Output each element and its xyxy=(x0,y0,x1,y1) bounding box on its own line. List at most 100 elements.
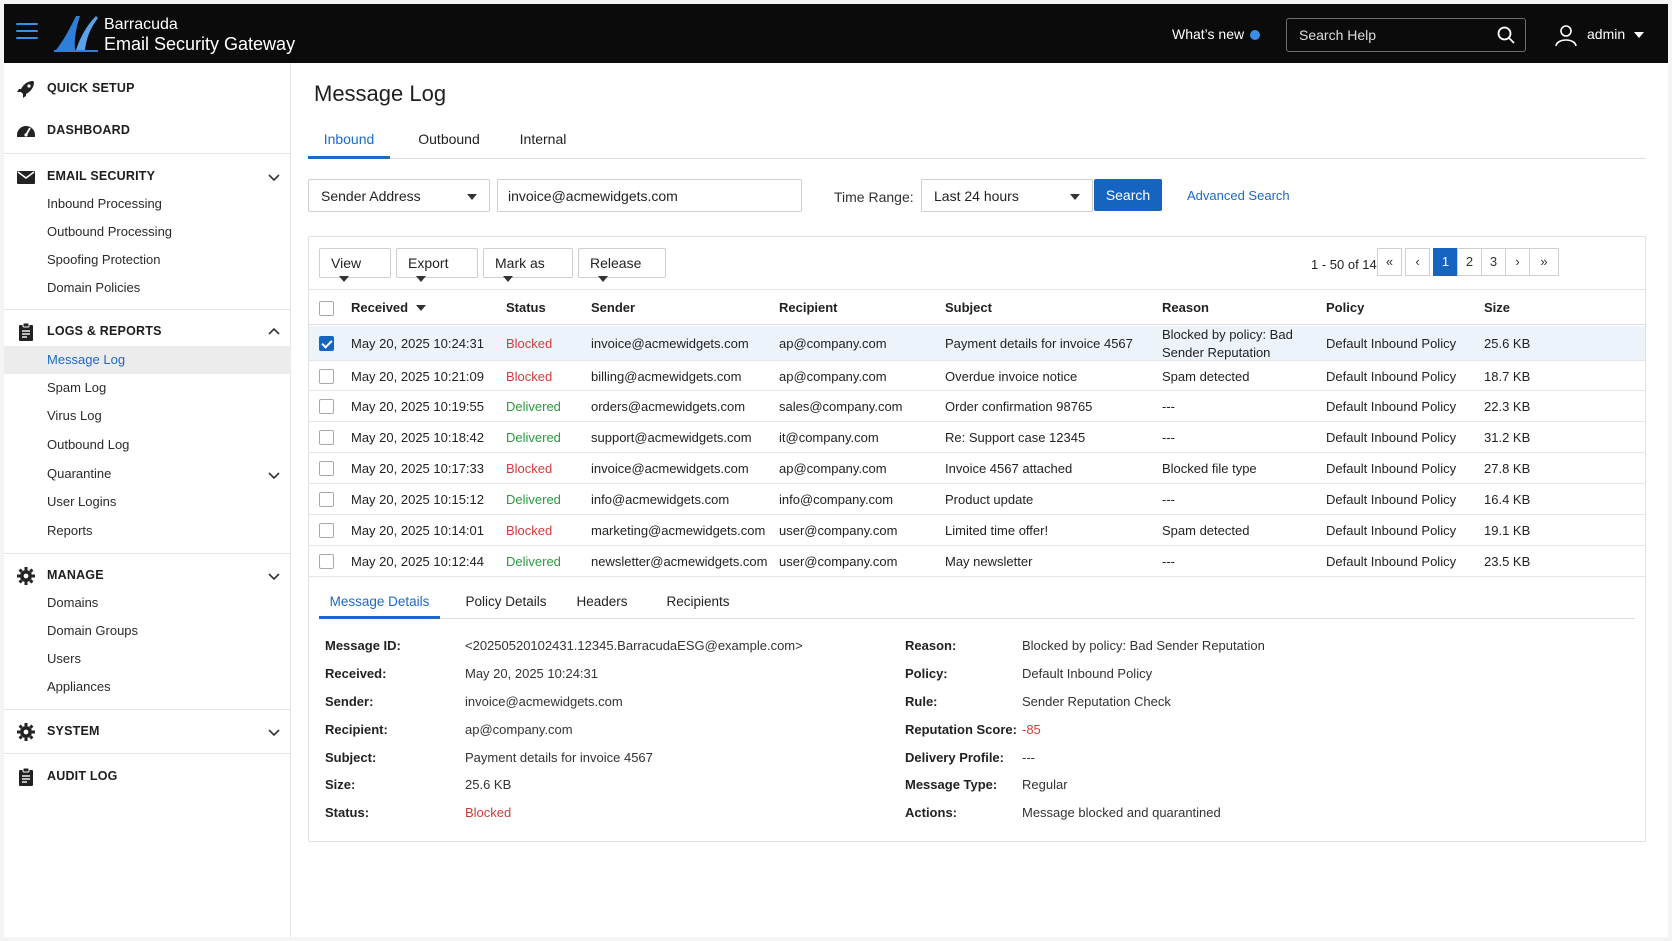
nav-message-log[interactable]: Message Log xyxy=(4,346,291,374)
nav-email-security[interactable]: EMAIL SECURITY xyxy=(4,161,291,191)
nav-system[interactable]: SYSTEM xyxy=(4,716,291,746)
nav-manage[interactable]: MANAGE xyxy=(4,560,291,590)
nav-user-logins[interactable]: User Logins xyxy=(4,488,291,516)
nav-domains[interactable]: Domains xyxy=(4,589,291,617)
nav-appliances[interactable]: Appliances xyxy=(4,673,291,701)
row-checkbox[interactable] xyxy=(319,399,334,414)
nav-outbound-log[interactable]: Outbound Log xyxy=(4,431,291,459)
col-subject[interactable]: Subject xyxy=(945,300,992,315)
mark-as-button[interactable]: Mark as xyxy=(483,248,573,282)
nav-inbound-processing[interactable]: Inbound Processing xyxy=(4,190,291,218)
tab-headers[interactable]: Headers xyxy=(576,594,628,609)
search-field-select[interactable]: Sender Address xyxy=(308,179,490,212)
select-all-checkbox[interactable] xyxy=(319,301,334,316)
table-row[interactable]: May 20, 2025 10:21:09 Blocked billing@acme… xyxy=(309,361,1645,391)
caret-down-icon xyxy=(339,276,349,282)
nav-quarantine[interactable]: Quarantine xyxy=(4,460,291,488)
advanced-search-link[interactable]: Advanced Search xyxy=(1187,188,1290,203)
user-menu[interactable]: admin xyxy=(1587,26,1626,42)
chevron-down-icon[interactable] xyxy=(268,726,280,738)
user-icon[interactable] xyxy=(1554,23,1578,47)
col-recipient[interactable]: Recipient xyxy=(779,300,838,315)
nav-logs-reports[interactable]: LOGS & REPORTS xyxy=(4,316,291,346)
nav-users[interactable]: Users xyxy=(4,645,291,673)
nav-audit-log[interactable]: AUDIT LOG xyxy=(4,761,291,791)
row-checkbox[interactable] xyxy=(319,523,334,538)
top-bar: Barracuda Email Security Gateway What’s … xyxy=(4,4,1668,63)
search-icon[interactable] xyxy=(1497,26,1515,44)
button-label: View xyxy=(331,255,362,271)
nav-domain-policies[interactable]: Domain Policies xyxy=(4,274,291,302)
col-status[interactable]: Status xyxy=(506,300,546,315)
cell-status: Delivered xyxy=(506,554,561,569)
chevron-down-icon[interactable] xyxy=(268,171,280,183)
detail-key: Received: xyxy=(325,666,387,681)
last-page-button[interactable]: » xyxy=(1529,248,1559,276)
table-row[interactable]: May 20, 2025 10:12:44 Delivered newsletter… xyxy=(309,546,1645,577)
row-checkbox[interactable] xyxy=(319,554,334,569)
row-checkbox[interactable] xyxy=(319,492,334,507)
whats-new-link[interactable]: What’s new xyxy=(1172,26,1261,42)
release-button[interactable]: Release xyxy=(578,248,666,282)
page-2-button[interactable]: 2 xyxy=(1457,248,1482,276)
row-checkbox[interactable] xyxy=(319,368,334,384)
tab-message-details[interactable]: Message Details xyxy=(319,585,440,619)
tab-internal[interactable]: Internal xyxy=(519,131,567,147)
table-row[interactable]: May 20, 2025 10:18:42 Delivered support@ac… xyxy=(309,422,1645,453)
cell-subject: Invoice 4567 attached xyxy=(945,461,1073,476)
divider xyxy=(4,753,291,754)
cell-size: 31.2 KB xyxy=(1484,430,1531,445)
tab-policy-details[interactable]: Policy Details xyxy=(465,594,547,609)
table-row[interactable]: May 20, 2025 10:15:12 Delivered info@acmew… xyxy=(309,484,1645,515)
chevron-down-icon[interactable] xyxy=(268,570,280,582)
page-3-button[interactable]: 3 xyxy=(1481,248,1506,276)
caret-down-icon[interactable] xyxy=(1634,32,1644,38)
export-button[interactable]: Export xyxy=(396,248,478,282)
table-row[interactable]: May 20, 2025 10:24:31 Blocked invoice@acme… xyxy=(309,326,1645,361)
first-page-button[interactable]: « xyxy=(1377,248,1402,276)
table-header: Received Status Sender Recipient Subject… xyxy=(309,289,1645,325)
table-row[interactable]: May 20, 2025 10:19:55 Delivered orders@acm… xyxy=(309,391,1645,422)
row-checkbox[interactable] xyxy=(319,461,334,476)
col-policy[interactable]: Policy xyxy=(1326,300,1365,315)
view-button[interactable]: View xyxy=(319,248,391,282)
nav-label: AUDIT LOG xyxy=(47,769,118,783)
col-size[interactable]: Size xyxy=(1484,300,1511,315)
next-page-button[interactable]: › xyxy=(1505,248,1530,276)
detail-key: Message Type: xyxy=(905,777,998,792)
divider xyxy=(4,153,291,154)
cell-reason: Blocked by policy: Bad Sender Reputation xyxy=(1162,327,1293,360)
nav-outbound-processing[interactable]: Outbound Processing xyxy=(4,218,291,246)
col-sender[interactable]: Sender xyxy=(591,300,636,315)
table-row[interactable]: May 20, 2025 10:17:33 Blocked invoice@acme… xyxy=(309,453,1645,484)
tab-recipients[interactable]: Recipients xyxy=(666,594,730,609)
nav-label: SYSTEM xyxy=(47,724,100,738)
nav-label: Quarantine xyxy=(47,466,112,481)
table-row[interactable]: May 20, 2025 10:14:01 Blocked marketing@ac… xyxy=(309,515,1645,546)
row-checkbox[interactable] xyxy=(319,336,334,351)
time-range-select[interactable]: Last 24 hours xyxy=(921,179,1093,212)
page-1-button[interactable]: 1 xyxy=(1433,248,1458,276)
tab-outbound[interactable]: Outbound xyxy=(418,131,480,147)
cell-sender: newsletter@acmewidgets.com xyxy=(591,554,768,569)
search-help-input[interactable] xyxy=(1286,18,1526,52)
nav-quick-setup[interactable]: QUICK SETUP xyxy=(4,73,291,103)
nav-reports[interactable]: Reports xyxy=(4,517,291,545)
nav-dashboard[interactable]: DASHBOARD xyxy=(4,115,291,145)
nav-spoofing-protection[interactable]: Spoofing Protection xyxy=(4,246,291,274)
menu-icon[interactable] xyxy=(16,23,38,41)
nav-spam-log[interactable]: Spam Log xyxy=(4,374,291,402)
nav-virus-log[interactable]: Virus Log xyxy=(4,402,291,430)
search-value-input[interactable] xyxy=(497,179,802,212)
chevron-down-icon[interactable] xyxy=(268,469,280,481)
col-received[interactable]: Received xyxy=(351,300,427,315)
detail-value: Default Inbound Policy xyxy=(1022,666,1153,681)
row-checkbox[interactable] xyxy=(319,430,334,445)
col-reason[interactable]: Reason xyxy=(1162,300,1209,315)
tab-inbound[interactable]: Inbound xyxy=(308,129,390,159)
nav-domain-groups[interactable]: Domain Groups xyxy=(4,617,291,645)
search-button[interactable]: Search xyxy=(1094,179,1162,211)
prev-page-button[interactable]: ‹ xyxy=(1405,248,1430,276)
results-panel: View Export Mark as Release 1 - 50 of 14… xyxy=(308,236,1646,842)
chevron-up-icon[interactable] xyxy=(268,326,280,338)
